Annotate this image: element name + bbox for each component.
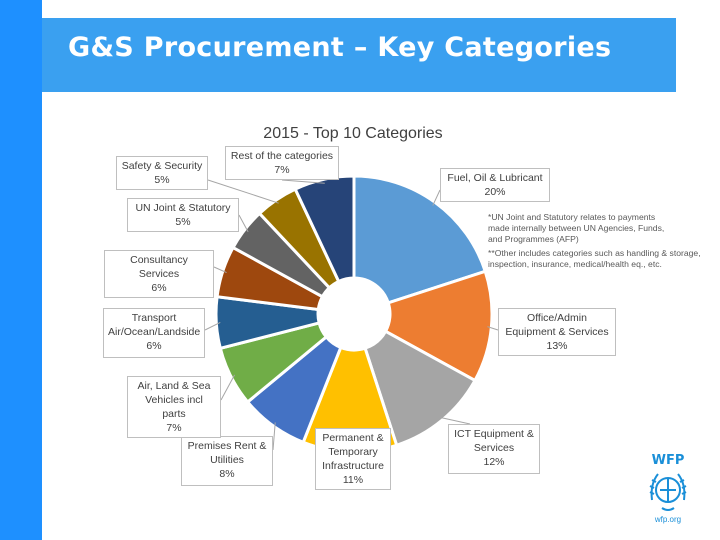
data-label-category: UN Joint & Statutory xyxy=(135,202,231,214)
footnote-other: **Other includes categories such as hand… xyxy=(488,248,701,269)
donut-slice xyxy=(293,174,356,284)
data-label-percent: 5% xyxy=(175,216,191,228)
wfp-logo: WFP wfp.org xyxy=(640,450,696,526)
leader-line xyxy=(439,416,471,425)
leader-line xyxy=(204,321,221,331)
data-label: Rest of the categories 7% xyxy=(225,146,339,180)
data-label-percent: 11% xyxy=(342,474,364,486)
donut-slice xyxy=(363,329,477,448)
data-label-percent: 6% xyxy=(151,282,167,294)
data-label: Consultancy Services 6% xyxy=(104,250,214,298)
data-label: Transport Air/Ocean/Landside 6% xyxy=(103,308,205,358)
leader-line xyxy=(487,326,499,331)
leader-line xyxy=(220,374,236,401)
leader-line xyxy=(432,189,441,206)
slide-title: G&S Procurement – Key Categories xyxy=(68,32,612,63)
data-label: Permanent & Temporary Infrastructure 11% xyxy=(315,428,391,490)
data-label-category: Consultancy Services xyxy=(130,254,188,280)
leader-line xyxy=(272,422,276,451)
wfp-logo-name: WFP xyxy=(652,453,685,468)
data-label-category: Safety & Security xyxy=(121,160,203,172)
leader-line xyxy=(281,179,325,184)
leader-line xyxy=(213,266,227,274)
data-label-category: Premises Rent & Utilities xyxy=(187,440,267,466)
data-label: Premises Rent & Utilities 8% xyxy=(181,436,273,486)
data-label-category: ICT Equipment & Services xyxy=(454,428,534,454)
data-label-category: Fuel, Oil & Lubricant xyxy=(447,172,543,184)
data-label-percent: 8% xyxy=(219,468,235,480)
data-label-percent: 13% xyxy=(546,340,568,352)
leader-line xyxy=(207,179,279,204)
data-label-percent: 5% xyxy=(154,174,170,186)
wfp-emblem-icon xyxy=(649,473,687,511)
data-label-category: Rest of the categories xyxy=(230,150,334,162)
data-label-category: Office/Admin Equipment & Services xyxy=(505,312,609,338)
data-label: Fuel, Oil & Lubricant 20% xyxy=(440,168,550,202)
data-label-percent: 20% xyxy=(484,186,506,198)
leader-line xyxy=(238,214,249,233)
data-label: Office/Admin Equipment & Services 13% xyxy=(498,308,616,356)
data-label: Safety & Security 5% xyxy=(116,156,208,190)
data-label: Air, Land & Sea Vehicles incl parts 7% xyxy=(127,376,221,438)
data-label-percent: 12% xyxy=(483,456,505,468)
data-label: UN Joint & Statutory 5% xyxy=(127,198,239,232)
chart-title: 2015 - Top 10 Categories xyxy=(263,125,442,142)
footnote-un-joint: *UN Joint and Statutory relates to payme… xyxy=(488,212,665,244)
data-label-category: Transport Air/Ocean/Landside xyxy=(108,312,201,338)
data-label-percent: 7% xyxy=(274,164,290,176)
data-label-category: Permanent & Temporary Infrastructure xyxy=(322,432,384,472)
data-label-percent: 6% xyxy=(146,340,162,352)
left-accent-bar xyxy=(0,0,42,540)
donut-slice xyxy=(352,174,488,305)
data-label-percent: 7% xyxy=(166,422,182,434)
wfp-logo-url: wfp.org xyxy=(654,515,681,524)
data-label-category: Air, Land & Sea Vehicles incl parts xyxy=(137,380,211,420)
data-label: ICT Equipment & Services 12% xyxy=(448,424,540,474)
donut-slice xyxy=(383,269,494,383)
title-banner xyxy=(42,18,676,92)
